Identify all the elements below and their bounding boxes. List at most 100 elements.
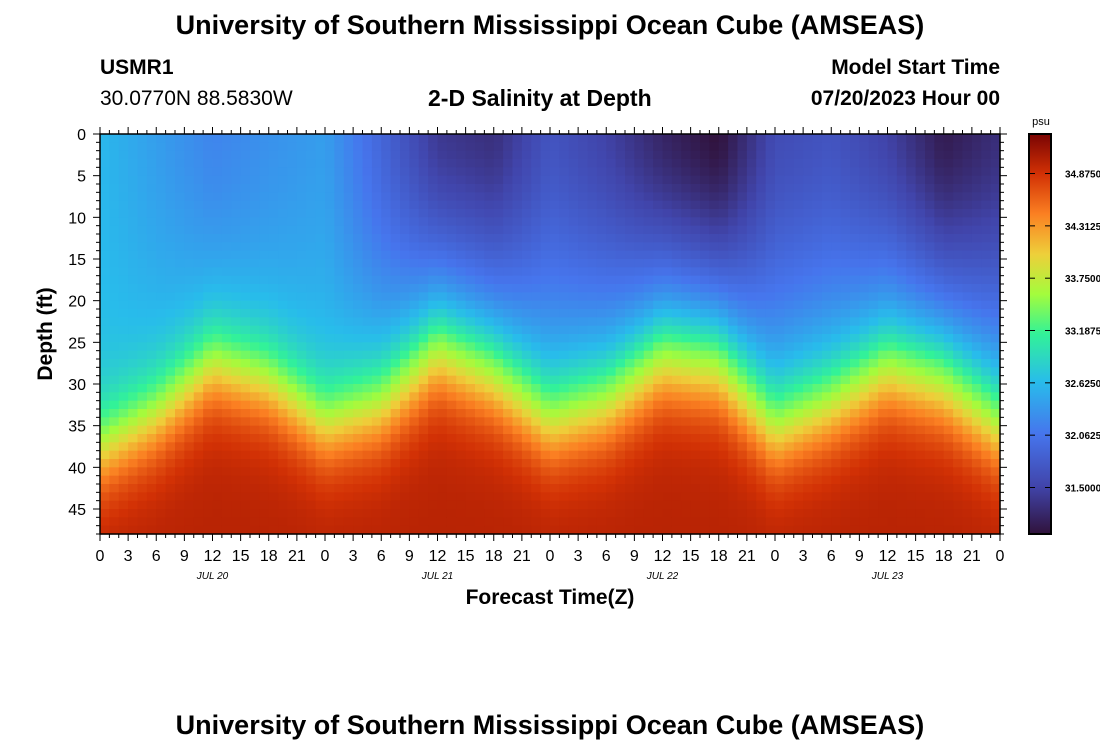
heatmap-cell [156,217,167,227]
heatmap-cell [653,275,664,285]
heatmap-cell [250,459,260,468]
heatmap-cell [493,267,504,277]
heatmap-cell [971,309,982,318]
heatmap-cell [821,400,832,410]
heatmap-cell [925,342,935,352]
heatmap-cell [165,284,176,293]
heatmap-cell [793,467,804,477]
heatmap-cell [606,459,617,468]
heatmap-cell [681,217,692,227]
heatmap-cell [371,509,382,518]
heatmap-cell [615,309,626,318]
heatmap-cell [343,417,354,427]
heatmap-cell [934,367,945,377]
heatmap-cell [690,284,701,293]
heatmap-cell [606,259,617,268]
heatmap-cell [662,434,673,443]
heatmap-cell [596,484,607,493]
heatmap-cell [418,134,429,143]
heatmap-cell [484,184,495,193]
heatmap-cell [709,459,720,468]
heatmap-cell [840,209,851,218]
heatmap-cell [775,175,785,185]
heatmap-cell [550,192,560,202]
heatmap-cell [653,400,664,410]
heatmap-cell [709,425,720,435]
heatmap-cell [165,417,176,427]
heatmap-cell [156,384,167,393]
heatmap-cell [334,159,345,168]
heatmap-cell [446,200,457,210]
heatmap-cell [512,234,523,243]
heatmap-cell [784,217,795,227]
heatmap-cell [568,475,579,485]
heatmap-cell [446,250,457,260]
heatmap-cell [821,217,832,227]
heatmap-cell [981,150,992,160]
heatmap-cell [146,509,157,518]
heatmap-cell [887,325,898,335]
heatmap-cell [296,225,307,235]
heatmap-cell [953,359,964,368]
heatmap-cell [718,500,729,510]
heatmap-cell [756,250,767,260]
heatmap-cell [971,392,982,402]
heatmap-cell [381,500,392,510]
heatmap-cell [371,425,382,435]
heatmap-cell [793,375,804,385]
heatmap-cell [718,400,729,410]
heatmap-cell [737,392,748,402]
heatmap-cell [240,134,251,143]
heatmap-cell [521,517,532,527]
heatmap-cell [606,509,617,518]
heatmap-cell [231,400,242,410]
heatmap-cell [193,517,204,527]
heatmap-cell [868,392,879,402]
heatmap-cell [878,409,889,418]
heatmap-cell [343,309,354,318]
heatmap-cell [400,184,410,193]
heatmap-cell [512,517,523,527]
heatmap-cell [709,225,720,235]
heatmap-cell [878,459,889,468]
heatmap-cell [596,142,607,152]
heatmap-cell [109,250,120,260]
heatmap-cell [662,350,673,360]
heatmap-cell [212,200,223,210]
heatmap-cell [193,267,204,277]
heatmap-cell [962,492,973,502]
heatmap-cell [428,334,439,343]
heatmap-cell [278,284,289,293]
heatmap-cell [212,492,223,502]
heatmap-cell [587,467,598,477]
heatmap-cell [671,209,682,218]
heatmap-cell [990,434,1001,443]
heatmap-cell [681,375,692,385]
heatmap-cell [831,350,842,360]
heatmap-cell [278,167,289,177]
heatmap-cell [400,150,410,160]
heatmap-cell [409,250,420,260]
heatmap-cell [521,409,532,418]
heatmap-cell [137,275,148,285]
heatmap-cell [840,217,851,227]
heatmap-cell [203,400,214,410]
heatmap-cell [718,242,729,252]
heatmap-cell [559,434,570,443]
heatmap-cell [100,292,110,302]
heatmap-cell [578,267,589,277]
heatmap-cell [315,284,326,293]
heatmap-cell [296,317,307,327]
heatmap-cell [915,467,926,477]
heatmap-cell [418,209,429,218]
heatmap-cell [718,434,729,443]
heatmap-cell [381,350,392,360]
heatmap-cell [728,417,739,427]
heatmap-cell [531,359,542,368]
heatmap-cell [240,234,251,243]
heatmap-cell [381,275,392,285]
heatmap-cell [465,292,476,302]
heatmap-cell [503,184,514,193]
heatmap-cell [681,384,692,393]
heatmap-cell [203,425,214,435]
